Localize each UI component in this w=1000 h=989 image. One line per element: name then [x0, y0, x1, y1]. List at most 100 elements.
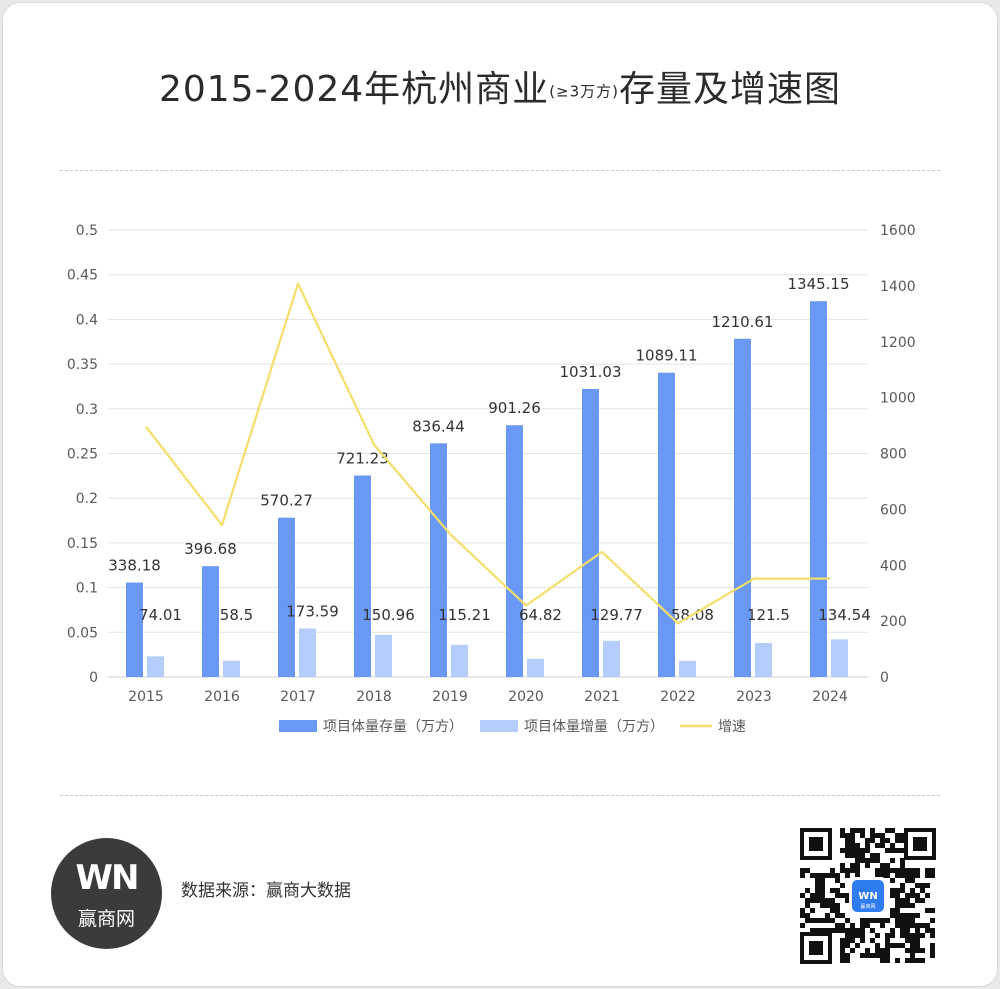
qr-module: [890, 858, 895, 863]
qr-module: [900, 858, 905, 863]
bar-increment-label: 121.5: [747, 606, 790, 624]
qr-module: [840, 828, 845, 833]
qr-module: [845, 938, 850, 943]
qr-module: [865, 838, 870, 843]
qr-module: [800, 893, 805, 898]
bar-increment: [527, 658, 544, 677]
qr-module: [820, 903, 825, 908]
qr-module: [900, 848, 905, 853]
qr-module: [915, 938, 920, 943]
qr-module: [815, 918, 820, 923]
bar-stock: [582, 388, 599, 677]
right-axis-tick-label: 200: [880, 614, 907, 630]
qr-module: [910, 918, 915, 923]
qr-module: [835, 903, 840, 908]
bar-stock: [810, 301, 827, 677]
qr-module: [920, 883, 925, 888]
qr-module: [880, 863, 885, 868]
qr-module: [815, 883, 820, 888]
qr-module: [925, 923, 930, 928]
qr-module: [885, 828, 890, 833]
qr-module: [845, 928, 850, 933]
qr-module: [815, 928, 820, 933]
qr-module: [890, 843, 895, 848]
left-axis-tick-label: 0: [89, 670, 98, 686]
bar-increment: [375, 634, 392, 677]
qr-module: [915, 913, 920, 918]
qr-module: [855, 943, 860, 948]
svg-text:WN: WN: [858, 891, 877, 902]
qr-module: [895, 958, 900, 963]
qr-module: [810, 908, 815, 913]
qr-module: [900, 933, 905, 938]
qr-module: [880, 873, 885, 878]
qr-module: [870, 928, 875, 933]
right-axis-tick-label: 1600: [880, 223, 916, 239]
qr-module: [810, 918, 815, 923]
right-axis-tick-label: 600: [880, 502, 907, 518]
qr-module: [870, 838, 875, 843]
left-axis-tick-label: 0.25: [67, 447, 98, 463]
qr-module: [905, 938, 910, 943]
bar-increment: [299, 628, 316, 677]
qr-module: [845, 933, 850, 938]
qr-module: [870, 938, 875, 943]
qr-module: [910, 943, 915, 948]
legend-label-stock: 项目体量存量（万方）: [323, 719, 463, 735]
qr-module: [895, 833, 900, 838]
qr-module: [900, 883, 905, 888]
qr-module: [805, 913, 810, 918]
x-axis-tick-label: 2023: [736, 689, 772, 705]
qr-module: [885, 863, 890, 868]
qr-module: [805, 903, 810, 908]
qr-module: [855, 933, 860, 938]
qr-module: [835, 923, 840, 928]
qr-module: [915, 868, 920, 873]
qr-module: [825, 873, 830, 878]
qr-module: [835, 928, 840, 933]
qr-module: [915, 933, 920, 938]
qr-module: [880, 953, 885, 958]
bar-increment-label: 173.59: [286, 603, 339, 621]
qr-module: [870, 858, 875, 863]
qr-module: [920, 948, 925, 953]
qr-module: [850, 863, 855, 868]
x-axis-tick-label: 2016: [204, 689, 240, 705]
growth-line: [145, 282, 830, 625]
bar-stock-label: 1345.15: [787, 275, 849, 293]
qr-module: [835, 873, 840, 878]
qr-module: [925, 868, 930, 873]
qr-module: [870, 918, 875, 923]
qr-module: [855, 843, 860, 848]
legend-swatch-stock: [279, 720, 317, 732]
qr-module: [920, 923, 925, 928]
qr-module: [890, 913, 895, 918]
qr-module: [860, 938, 865, 943]
qr-module: [915, 948, 920, 953]
left-axis-tick-label: 0.35: [67, 357, 98, 373]
qr-module: [905, 928, 910, 933]
qr-module: [905, 918, 910, 923]
qr-module: [835, 908, 840, 913]
qr-module: [900, 943, 905, 948]
qr-module: [900, 868, 905, 873]
qr-module: [875, 918, 880, 923]
bar-stock-label: 1089.11: [635, 347, 697, 365]
qr-module: [870, 953, 875, 958]
title-main: 2015-2024年杭州商业: [158, 69, 550, 110]
bar-stock: [506, 425, 523, 677]
qr-module: [905, 933, 910, 938]
qr-module: [885, 918, 890, 923]
qr-module: [925, 908, 930, 913]
qr-module: [885, 868, 890, 873]
qr-module: [895, 893, 900, 898]
qr-module: [915, 943, 920, 948]
qr-module: [900, 873, 905, 878]
qr-module: [875, 948, 880, 953]
left-axis-tick-label: 0.5: [76, 223, 98, 239]
qr-module: [840, 868, 845, 873]
bar-stock: [430, 443, 447, 677]
bar-stock-label: 570.27: [260, 492, 313, 510]
right-axis-tick-label: 0: [880, 670, 889, 686]
